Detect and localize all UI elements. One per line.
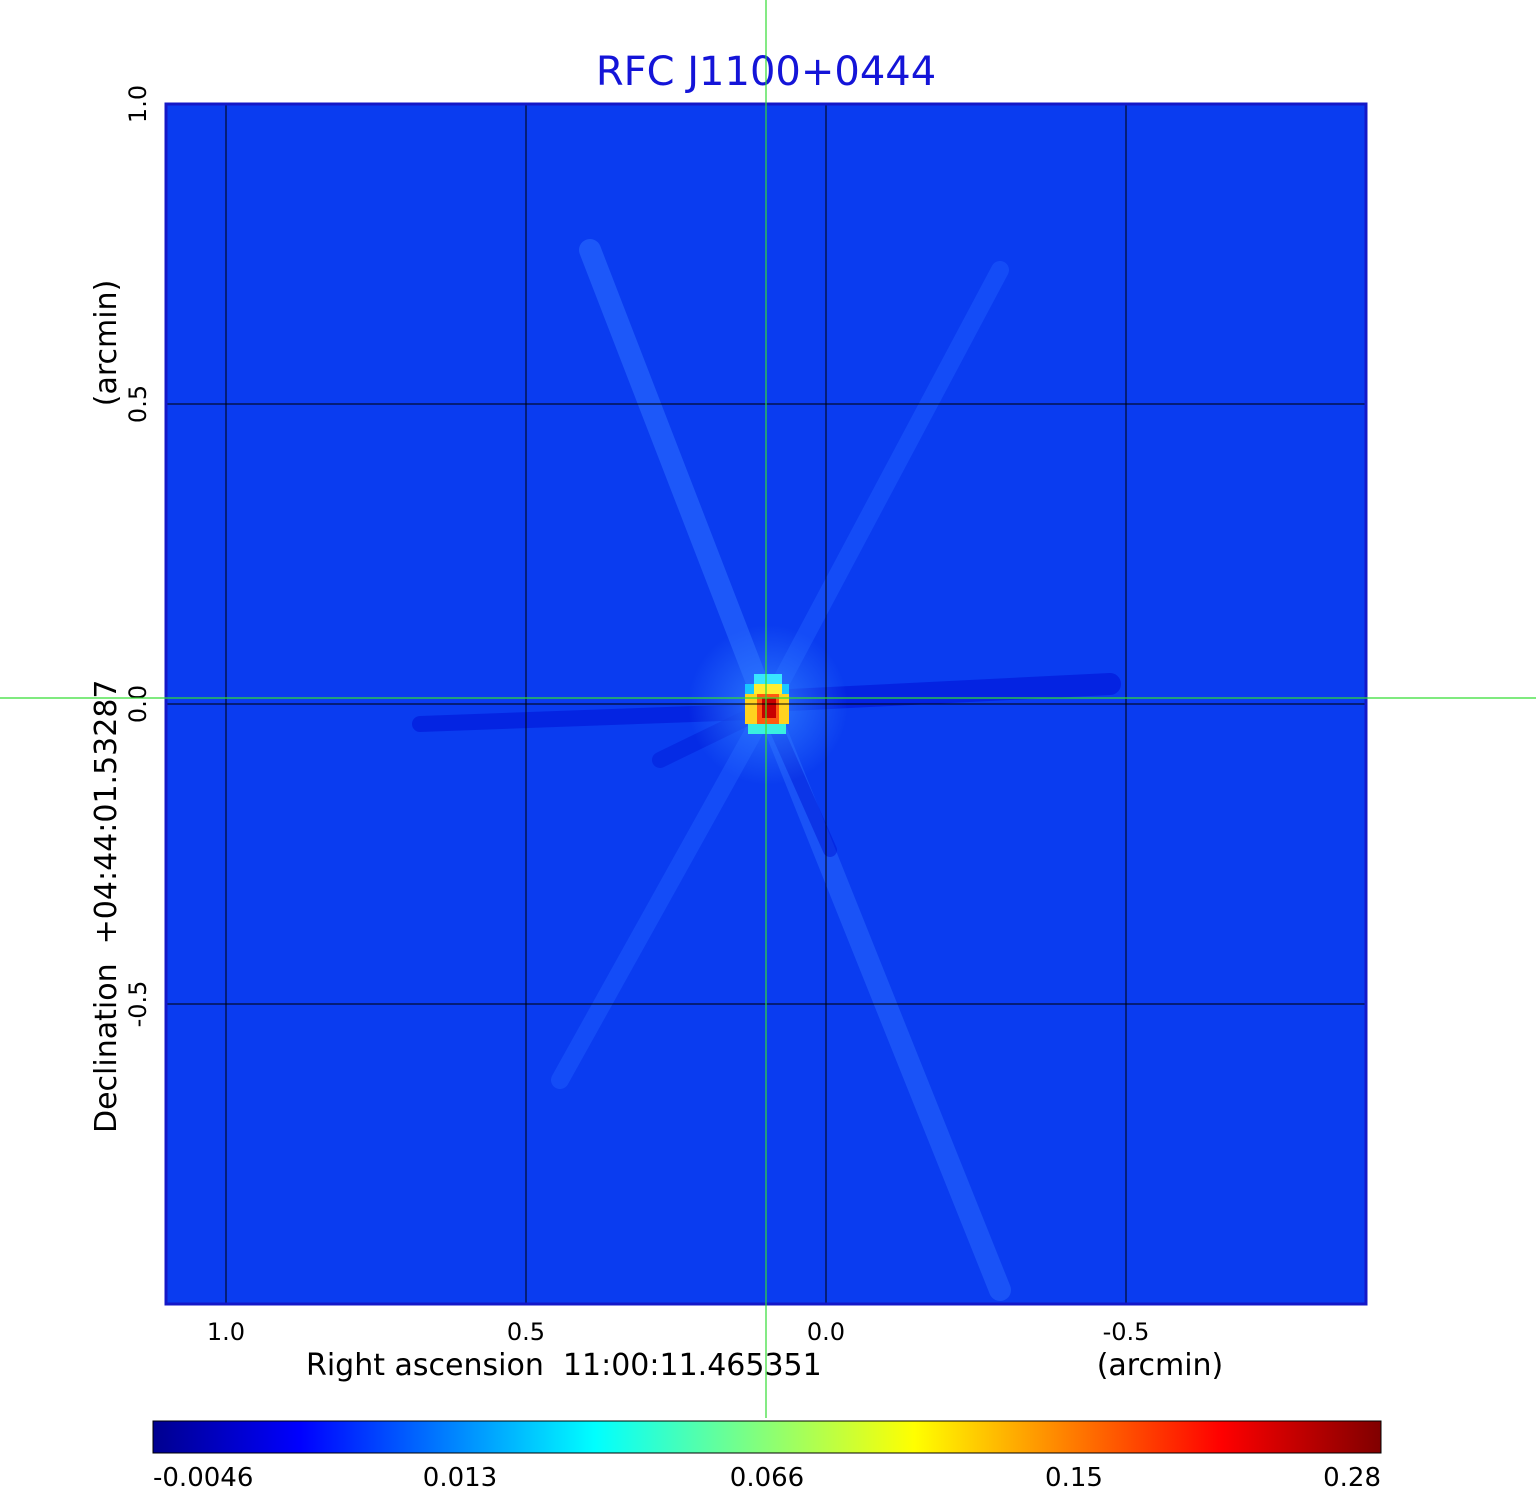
colorbar-tick-label: 0.15 xyxy=(1045,1463,1103,1493)
x-tick-label: 0.5 xyxy=(507,1318,545,1346)
x-axis-label: Right ascension 11:00:11.465351 xyxy=(306,1348,822,1383)
colorbar-tick-label: 0.28 xyxy=(1323,1463,1381,1493)
x-tick-labels: 1.0 0.5 0.0 -0.5 xyxy=(207,1318,1150,1346)
colorbar xyxy=(152,1420,1382,1454)
y-tick-label: -0.5 xyxy=(124,981,152,1028)
y-axis-label: Declination +04:44:01.53287 xyxy=(89,679,124,1133)
colorbar-tick-label: 0.013 xyxy=(423,1463,497,1493)
y-tick-label: 0.0 xyxy=(124,685,152,723)
colorbar-tick-labels: -0.0046 0.013 0.066 0.15 0.28 xyxy=(153,1463,1381,1493)
colorbar-tick-label: 0.066 xyxy=(730,1463,804,1493)
colorbar-tick-label: -0.0046 xyxy=(153,1463,253,1493)
y-axis-unit: (arcmin) xyxy=(89,280,124,407)
crosshair xyxy=(0,0,1536,1418)
x-tick-label: 1.0 xyxy=(207,1318,245,1346)
y-tick-label: 0.5 xyxy=(124,385,152,423)
y-tick-label: 1.0 xyxy=(124,85,152,123)
source-peak xyxy=(745,674,789,734)
x-axis-unit: (arcmin) xyxy=(1097,1348,1224,1383)
y-tick-labels: 1.0 0.5 0.0 -0.5 xyxy=(124,85,152,1028)
x-tick-label: 0.0 xyxy=(807,1318,845,1346)
x-tick-label: -0.5 xyxy=(1103,1318,1150,1346)
